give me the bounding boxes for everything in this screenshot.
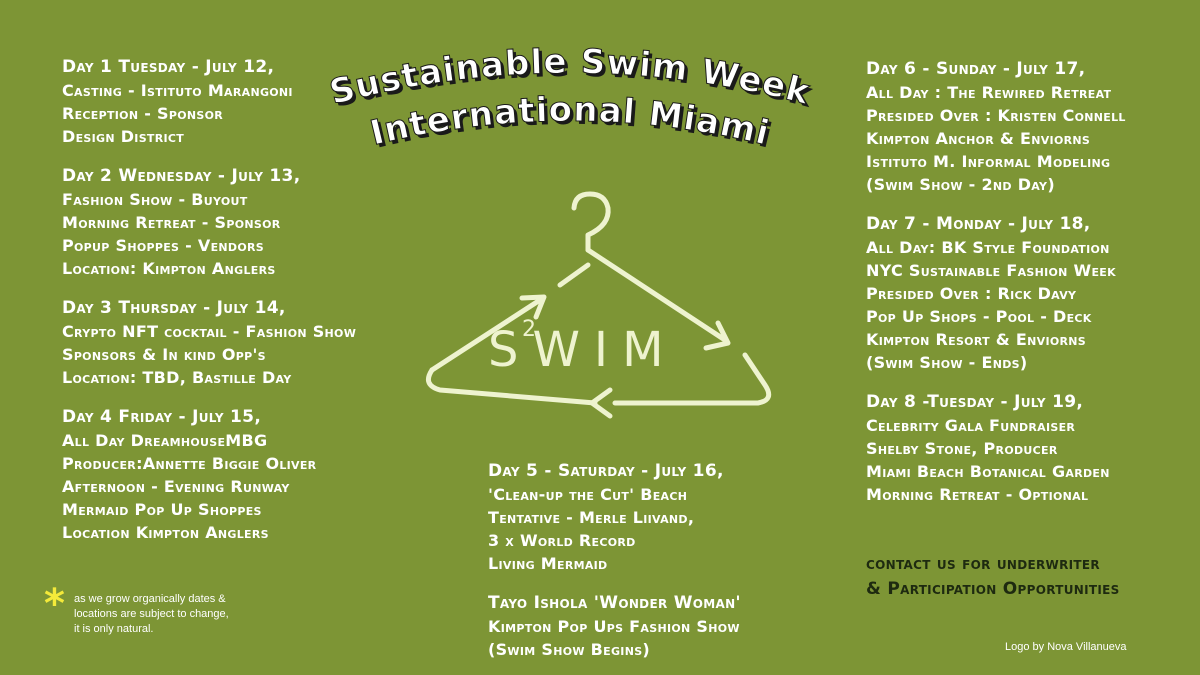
schedule-line: Morning Retreat - Optional — [866, 485, 1089, 504]
poster-title: Sustainable Swim Week Sustainable Swim W… — [300, 28, 860, 168]
schedule-line: 'Clean-up the Cut' Beach — [488, 485, 688, 504]
schedule-line: Istituto M. Informal Modeling — [866, 152, 1111, 171]
schedule-block: Day 7 - Monday - July 18, All Day: BK Sty… — [866, 213, 1126, 374]
contact-callout: contact us for underwriter & Participati… — [866, 552, 1120, 602]
schedule-line: Shelby Stone, Producer — [866, 439, 1058, 458]
hanger-recycle-icon: SWIM 2 — [425, 191, 772, 419]
schedule-line: Presided Over : Rick Davy — [866, 284, 1077, 303]
schedule-line: Morning Retreat - Sponsor — [62, 213, 281, 232]
note-line-3: it is only natural. — [74, 623, 154, 635]
schedule-line: Celebrity Gala Fundraiser — [866, 416, 1076, 435]
schedule-line: (Swim Show - 2nd Day) — [866, 175, 1055, 194]
day-heading: Day 4 Friday - July 15, — [62, 407, 262, 427]
asterisk-icon: * — [44, 581, 65, 627]
logo-swim-text: SWIM — [488, 322, 678, 378]
schedule-block: Day 4 Friday - July 15, All Day Dreamhous… — [62, 406, 356, 544]
schedule-line: Location: TBD, Bastille Day — [62, 368, 292, 387]
right-schedule-column: Day 6 - Sunday - July 17, All Day : The R… — [866, 58, 1126, 523]
schedule-line: Fashion Show - Buyout — [62, 190, 248, 209]
schedule-line: Kimpton Pop Ups Fashion Show — [488, 617, 740, 636]
schedule-line: Crypto NFT cocktail - Fashion Show — [62, 322, 357, 341]
schedule-line: Location Kimpton Anglers — [62, 523, 269, 542]
schedule-line: NYC Sustainable Fashion Week — [866, 261, 1116, 280]
schedule-line: Afternoon - Evening Runway — [62, 477, 290, 496]
schedule-line: (Swim Show - Ends) — [866, 353, 1028, 372]
schedule-block: Day 8 -Tuesday - July 19, Celebrity Gala … — [866, 391, 1126, 506]
schedule-block: Day 6 - Sunday - July 17, All Day : The R… — [866, 58, 1126, 196]
logo-credit: Logo by Nova Villanueva — [1005, 641, 1127, 653]
day-heading: Tayo Ishola 'Wonder Woman' — [488, 593, 741, 613]
schedule-line: Producer:Annette Biggie Oliver — [62, 454, 317, 473]
schedule-line: Location: Kimpton Anglers — [62, 259, 276, 278]
schedule-line: Popup Shoppes - Vendors — [62, 236, 265, 255]
day-heading: Day 2 Wednesday - July 13, — [62, 166, 301, 186]
day-heading: Day 8 -Tuesday - July 19, — [866, 392, 1084, 412]
schedule-line: Kimpton Anchor & Enviorns — [866, 129, 1091, 148]
schedule-line: All Day DreamhouseMBG — [62, 431, 268, 450]
contact-line-2: & Participation Opportunities — [866, 579, 1120, 599]
schedule-line: Presided Over : Kristen Connell — [866, 106, 1126, 125]
schedule-block: Tayo Ishola 'Wonder Woman' Kimpton Pop Up… — [488, 592, 741, 661]
schedule-line: Sponsors & In kind Opp's — [62, 345, 266, 364]
schedule-line: 3 x World Record — [488, 531, 636, 550]
center-schedule-column: Day 5 - Saturday - July 16, 'Clean-up the… — [488, 460, 741, 675]
schedule-line: Reception - Sponsor — [62, 104, 224, 123]
contact-line-1: contact us for underwriter — [866, 554, 1100, 574]
schedule-line: All Day: BK Style Foundation — [866, 238, 1110, 257]
day-heading: Day 5 - Saturday - July 16, — [488, 461, 724, 481]
schedule-block: Day 5 - Saturday - July 16, 'Clean-up the… — [488, 460, 741, 575]
schedule-line: (Swim Show Begins) — [488, 640, 651, 659]
day-heading: Day 6 - Sunday - July 17, — [866, 59, 1086, 79]
note-line-1: as we grow organically dates & — [74, 593, 226, 605]
schedule-line: Kimpton Resort & Enviorns — [866, 330, 1087, 349]
title-art: Sustainable Swim Week Sustainable Swim W… — [325, 41, 816, 156]
s2wim-logo: SWIM 2 — [410, 190, 790, 430]
schedule-line: Pop Up Shops - Pool - Deck — [866, 307, 1092, 326]
left-schedule-column: Day 1 Tuesday - July 12, Casting - Istitu… — [62, 56, 356, 561]
day-heading: Day 1 Tuesday - July 12, — [62, 57, 275, 77]
logo-superscript: 2 — [522, 317, 536, 342]
schedule-block: Day 1 Tuesday - July 12, Casting - Istitu… — [62, 56, 356, 148]
schedule-line: Miami Beach Botanical Garden — [866, 462, 1110, 481]
schedule-line: Living Mermaid — [488, 554, 608, 573]
schedule-line: All Day : The Rewired Retreat — [866, 83, 1112, 102]
day-heading: Day 3 Thursday - July 14, — [62, 298, 286, 318]
schedule-line: Mermaid Pop Up Shoppes — [62, 500, 262, 519]
schedule-block: Day 2 Wednesday - July 13, Fashion Show -… — [62, 165, 356, 280]
note-line-2: locations are subject to change, — [74, 608, 229, 620]
disclaimer-note: * as we grow organically dates & locatio… — [44, 584, 264, 637]
schedule-line: Casting - Istituto Marangoni — [62, 81, 293, 100]
schedule-line: Tentative - Merle Liivand, — [488, 508, 695, 527]
schedule-line: Design District — [62, 127, 185, 146]
schedule-block: Day 3 Thursday - July 14, Crypto NFT cock… — [62, 297, 356, 389]
day-heading: Day 7 - Monday - July 18, — [866, 214, 1091, 234]
